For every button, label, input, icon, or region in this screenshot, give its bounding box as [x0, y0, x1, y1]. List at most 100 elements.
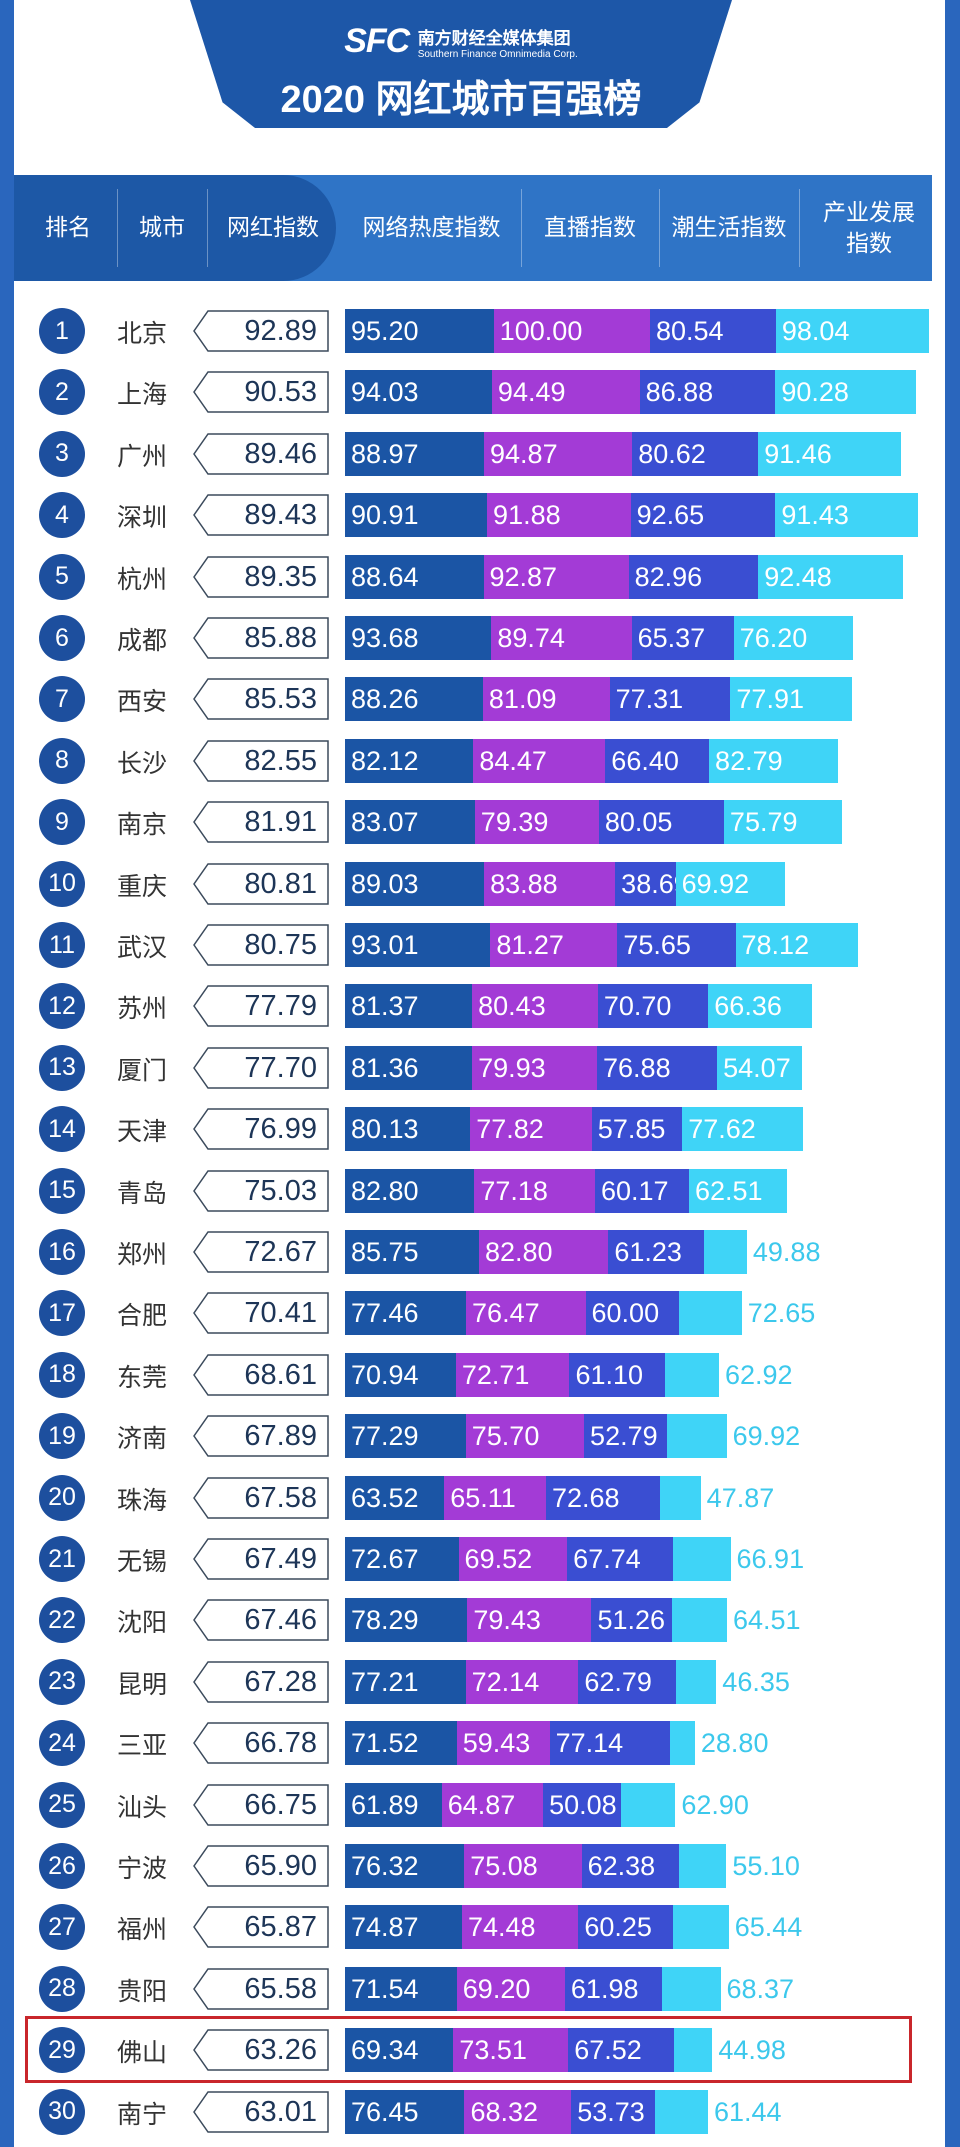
arrow-tag-icon [193, 1415, 329, 1457]
city-name: 东莞 [117, 1363, 168, 1392]
city-name: 贵阳 [117, 1977, 168, 2006]
rank-badge: 17 [39, 1290, 85, 1337]
index-value: 82.55 [244, 744, 317, 777]
table-row: 1 北京 92.89 95.20 100.00 80.54 98.04 [0, 306, 960, 356]
bar-network: 81.37 [345, 984, 473, 1029]
bar-live: 69.20 [456, 1966, 565, 2011]
bar-industry [679, 1844, 727, 1888]
bar-industry: 62.51 [688, 1168, 787, 1213]
city-name: 杭州 [117, 565, 168, 594]
arrow-tag-icon [193, 1783, 329, 1826]
value-live: 81.09 [488, 684, 557, 715]
bar-lifestyle: 62.38 [581, 1844, 680, 1888]
rank-badge: 6 [39, 615, 85, 661]
bar-live: 79.93 [472, 1045, 598, 1090]
bar-industry [671, 1598, 727, 1643]
table-row: 25 汕头 66.75 61.89 64.87 50.08 62.90 [0, 1780, 960, 1830]
index-tag: 80.75 [192, 924, 329, 966]
bar-live: 68.32 [464, 2089, 572, 2134]
index-value: 75.03 [244, 1174, 317, 1207]
rank-badge: 4 [39, 492, 85, 539]
bar-live: 92.87 [483, 554, 629, 599]
bar-live: 94.87 [484, 431, 633, 476]
arrow-tag-icon [193, 617, 329, 659]
col-city: 城市 [139, 214, 185, 241]
value-network: 82.12 [351, 745, 419, 776]
city-name: 南京 [117, 811, 168, 840]
bar-network: 77.29 [345, 1414, 466, 1459]
bar-network: 77.21 [345, 1659, 466, 1704]
city-name: 上海 [117, 381, 168, 410]
bar-live: 80.43 [472, 984, 598, 1029]
table-row: 4 深圳 89.43 90.91 91.88 92.65 91.43 [0, 490, 960, 540]
index-value: 67.58 [244, 1481, 317, 1514]
bar-live: 89.74 [491, 616, 632, 660]
index-value: 90.53 [244, 376, 317, 409]
value-network: 89.03 [351, 868, 419, 899]
table-row: 20 珠海 67.58 63.52 65.11 72.68 47.87 [0, 1473, 960, 1523]
bar-network: 81.36 [345, 1045, 473, 1090]
value-network: 82.80 [351, 1175, 419, 1206]
table-row: 24 三亚 66.78 71.52 59.43 77.14 28.80 [0, 1718, 960, 1768]
value-live: 68.32 [470, 2096, 539, 2127]
rank-badge: 22 [39, 1597, 85, 1644]
bar-live: 84.47 [473, 738, 606, 783]
city-name: 济南 [117, 1425, 168, 1454]
bar-network: 93.01 [345, 923, 491, 967]
table-row: 3 广州 89.46 88.97 94.87 80.62 91.46 [0, 429, 960, 479]
arrow-tag-icon [193, 433, 329, 475]
bar-network: 85.75 [345, 1230, 479, 1274]
rank-badge: 19 [39, 1413, 85, 1460]
rank-badge: 13 [39, 1044, 85, 1091]
value-network: 93.68 [351, 623, 419, 653]
value-industry: 66.36 [714, 991, 782, 1022]
table-row: 16 郑州 72.67 85.75 82.80 61.23 49.88 [0, 1227, 960, 1277]
value-lifestyle: 72.68 [551, 1482, 620, 1513]
rank-badge: 18 [39, 1351, 85, 1398]
index-tag: 89.46 [192, 433, 329, 475]
value-live: 75.08 [470, 1851, 538, 1881]
index-value: 85.53 [244, 683, 317, 716]
bar-network: 89.03 [345, 861, 485, 906]
value-network: 77.29 [351, 1421, 419, 1452]
value-industry: 91.43 [781, 500, 849, 531]
bar-lifestyle: 61.23 [608, 1230, 705, 1274]
bar-live: 73.51 [453, 2028, 569, 2073]
bar-industry [659, 1475, 701, 1520]
bar-lifestyle: 52.79 [584, 1414, 667, 1459]
bar-lifestyle: 80.62 [632, 431, 759, 476]
index-value: 70.41 [244, 1297, 317, 1330]
bar-network: 77.46 [345, 1291, 467, 1336]
index-value: 92.89 [244, 315, 317, 347]
city-name: 青岛 [117, 1179, 168, 1208]
index-tag: 77.79 [192, 985, 329, 1028]
city-name: 北京 [117, 320, 168, 348]
value-live: 91.88 [493, 500, 561, 531]
index-tag: 90.53 [192, 371, 329, 414]
value-live: 69.52 [464, 1544, 533, 1574]
bar-lifestyle: 57.85 [591, 1107, 683, 1152]
value-lifestyle: 50.08 [549, 1789, 617, 1820]
table-row: 8 长沙 82.55 82.12 84.47 66.40 82.79 [0, 736, 960, 786]
value-industry: 28.80 [700, 1728, 769, 1759]
col-lifestyle: 潮生活指数 [671, 214, 787, 241]
value-network: 71.54 [351, 1973, 419, 2004]
bar-network: 76.45 [345, 2089, 465, 2134]
bar-industry [704, 1230, 747, 1274]
divider [117, 189, 118, 267]
index-value: 67.28 [244, 1665, 317, 1698]
arrow-tag-icon [193, 555, 329, 598]
value-industry: 66.91 [736, 1544, 805, 1574]
bar-industry: 98.04 [775, 309, 930, 353]
city-name: 合肥 [117, 1302, 168, 1331]
index-value: 89.46 [244, 437, 317, 470]
bar-live: 75.08 [464, 1844, 582, 1888]
index-tag: 67.49 [192, 1538, 329, 1580]
value-network: 88.97 [351, 438, 419, 469]
value-lifestyle: 76.88 [603, 1052, 671, 1083]
value-lifestyle: 66.40 [611, 745, 679, 776]
bar-industry: 91.46 [758, 431, 902, 476]
rank-badge: 3 [39, 430, 85, 477]
bar-industry [676, 1659, 717, 1704]
rank-badge: 8 [39, 737, 85, 784]
